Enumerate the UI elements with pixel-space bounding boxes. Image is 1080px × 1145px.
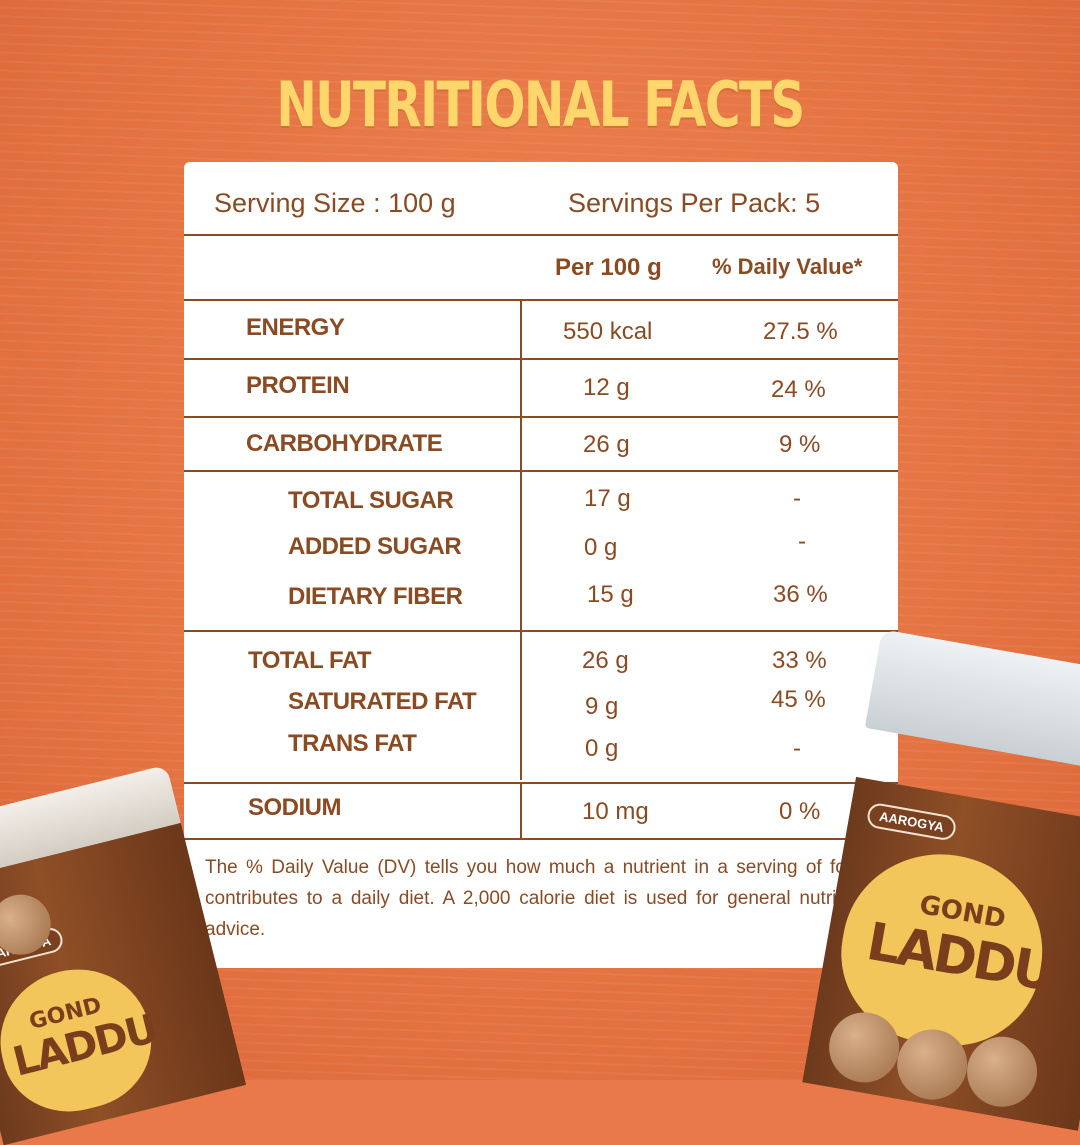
nutrition-card: [184, 162, 898, 968]
nutrient-dv: 33 %: [772, 647, 827, 674]
nutrient-value: 550 kcal: [563, 318, 653, 345]
divider-line: [184, 838, 898, 840]
servings-per-pack: Servings Per Pack: 5: [568, 188, 821, 218]
divider-line: [184, 358, 898, 360]
nutrient-name: TOTAL SUGAR: [288, 487, 454, 514]
nutrient-value: 9 g: [585, 693, 619, 720]
nutrient-value: 26 g: [582, 647, 629, 674]
nutrient-name: SODIUM: [248, 794, 342, 821]
nutrient-dv: 27.5 %: [763, 318, 838, 345]
nutrient-dv: 36 %: [773, 581, 828, 608]
nutrient-value: 0 g: [584, 534, 618, 561]
nutrient-name: TOTAL FAT: [248, 647, 372, 674]
nutrient-name: SATURATED FAT: [288, 688, 477, 715]
nutrient-dv: -: [793, 735, 801, 762]
divider-line: [184, 630, 898, 632]
column-divider: [520, 300, 522, 358]
divider-line: [184, 299, 898, 301]
column-divider: [520, 784, 522, 838]
nutrient-dv: 0 %: [779, 798, 821, 825]
nutrient-name: CARBOHYDRATE: [246, 430, 443, 457]
nutrient-value: 0 g: [585, 735, 619, 762]
nutrient-dv: 45 %: [771, 686, 826, 713]
serving-size: Serving Size : 100 g: [214, 188, 456, 218]
nutrient-name: PROTEIN: [246, 372, 350, 399]
nutrient-dv: 9 %: [779, 431, 821, 458]
column-divider: [520, 418, 522, 470]
divider-line: [184, 234, 898, 236]
nutrient-dv: -: [793, 485, 801, 512]
column-header-per: Per 100 g: [555, 254, 662, 281]
column-divider: [520, 632, 522, 780]
column-divider: [520, 360, 522, 416]
nutrient-dv: -: [798, 528, 806, 555]
column-header-dv: % Daily Value*: [712, 254, 863, 279]
page-title: NUTRITIONAL FACTS: [276, 68, 805, 141]
nutrient-name: ENERGY: [246, 314, 345, 341]
column-divider: [520, 472, 522, 630]
nutrient-name: ADDED SUGAR: [288, 533, 462, 560]
nutrient-dv: 24 %: [771, 376, 826, 403]
nutrient-value: 26 g: [583, 431, 630, 458]
nutrient-value: 12 g: [583, 374, 630, 401]
nutrient-name: DIETARY FIBER: [288, 583, 463, 610]
daily-value-footnote: The % Daily Value (DV) tells you how muc…: [205, 857, 867, 940]
nutrient-name: TRANS FAT: [288, 730, 417, 757]
nutrient-value: 17 g: [584, 485, 631, 512]
nutrient-value: 10 mg: [582, 798, 649, 825]
divider-line: [184, 782, 898, 784]
divider-line: [184, 470, 898, 472]
nutrient-value: 15 g: [587, 581, 634, 608]
divider-line: [184, 416, 898, 418]
